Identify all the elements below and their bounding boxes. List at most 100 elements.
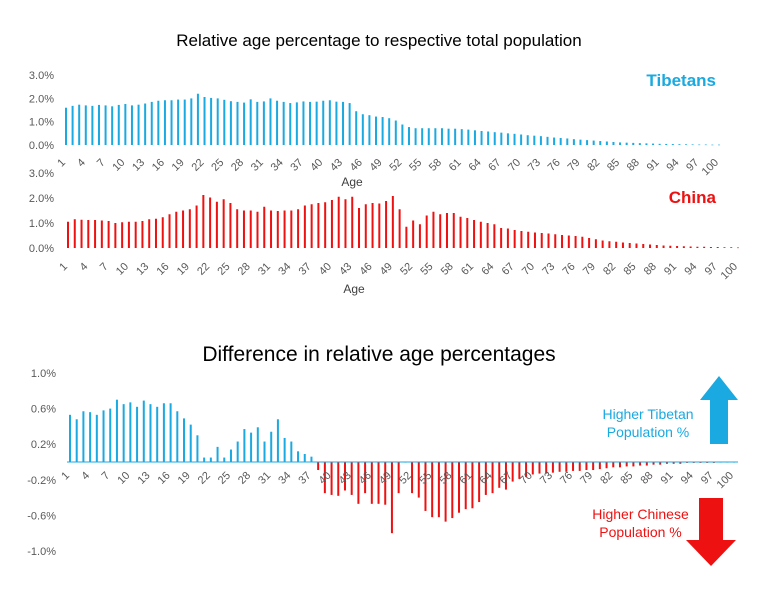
bar bbox=[566, 138, 569, 145]
x-tick-label: 10 bbox=[115, 470, 132, 487]
bar bbox=[478, 462, 481, 503]
bar bbox=[440, 128, 443, 145]
bar bbox=[357, 462, 360, 504]
bar bbox=[122, 404, 125, 462]
y-tick-label: 0.0% bbox=[29, 140, 54, 152]
bar bbox=[361, 114, 364, 145]
bar bbox=[533, 135, 536, 145]
bar bbox=[114, 223, 117, 248]
bar bbox=[189, 424, 192, 462]
bar bbox=[619, 142, 622, 145]
bar bbox=[322, 100, 325, 145]
bar bbox=[156, 406, 159, 462]
bar bbox=[437, 462, 440, 518]
bar bbox=[398, 209, 401, 248]
bar bbox=[711, 144, 714, 146]
bar bbox=[598, 462, 601, 470]
bar bbox=[615, 241, 618, 248]
bar bbox=[176, 411, 179, 462]
bar bbox=[117, 104, 120, 145]
x-tick-label: 7 bbox=[100, 470, 113, 483]
bar bbox=[625, 142, 628, 145]
bar bbox=[649, 244, 652, 248]
bar bbox=[129, 402, 132, 462]
x-tick-label: 82 bbox=[598, 470, 615, 487]
bar bbox=[256, 427, 259, 462]
bar bbox=[405, 226, 408, 248]
bar bbox=[124, 103, 127, 145]
bar bbox=[384, 462, 387, 505]
bar bbox=[297, 451, 300, 462]
bar bbox=[716, 247, 719, 248]
x-tick-label: 28 bbox=[236, 470, 253, 487]
bar bbox=[337, 462, 340, 496]
bar bbox=[310, 204, 313, 248]
bar bbox=[592, 140, 595, 145]
bar bbox=[290, 441, 293, 462]
bar bbox=[737, 247, 739, 249]
bar bbox=[513, 230, 516, 248]
bar bbox=[216, 98, 219, 145]
bar bbox=[137, 104, 140, 145]
bar bbox=[256, 211, 259, 248]
bar bbox=[479, 221, 482, 248]
bar bbox=[157, 100, 160, 145]
bar bbox=[270, 431, 273, 462]
bar bbox=[388, 118, 391, 145]
bar bbox=[203, 457, 206, 462]
bar bbox=[168, 214, 171, 248]
bar bbox=[249, 99, 252, 145]
bar bbox=[323, 462, 326, 494]
bar bbox=[355, 111, 358, 145]
bar bbox=[295, 102, 298, 145]
bar bbox=[520, 134, 523, 145]
bar bbox=[209, 197, 212, 248]
bar bbox=[371, 203, 374, 248]
bar bbox=[665, 462, 668, 464]
bar bbox=[297, 209, 300, 248]
bar bbox=[269, 98, 272, 145]
bar bbox=[348, 103, 351, 145]
bar bbox=[493, 224, 496, 248]
bar bbox=[434, 128, 437, 145]
higher-chinese-line2: Population % bbox=[599, 524, 682, 540]
bar bbox=[183, 418, 186, 462]
y-tick-label: 1.0% bbox=[29, 218, 54, 230]
bar bbox=[682, 246, 685, 248]
bar bbox=[97, 104, 100, 145]
china-chart: 0.0%1.0%2.0%3.0%1 4 7 10 13 16 19 22 25 28 31 34 37 4… bbox=[29, 168, 740, 296]
bar bbox=[565, 462, 568, 472]
x-tick-label: 100 bbox=[715, 470, 736, 491]
bar bbox=[303, 453, 306, 462]
bar bbox=[195, 205, 198, 248]
bar bbox=[368, 115, 371, 145]
bar bbox=[134, 221, 137, 248]
bar bbox=[290, 210, 293, 248]
bar bbox=[585, 462, 588, 471]
bar bbox=[407, 127, 410, 145]
bar bbox=[538, 462, 541, 474]
bar bbox=[161, 217, 164, 248]
bar bbox=[303, 205, 306, 248]
bar bbox=[109, 408, 112, 462]
bar bbox=[445, 213, 448, 248]
bar bbox=[665, 143, 668, 145]
y-tick-label: 1.0% bbox=[31, 368, 56, 380]
bar bbox=[141, 221, 144, 248]
bar bbox=[196, 93, 199, 145]
bar bbox=[364, 462, 367, 494]
bar bbox=[572, 139, 575, 145]
bar bbox=[639, 462, 642, 466]
bar bbox=[506, 228, 509, 248]
bar bbox=[632, 462, 635, 467]
x-tick-label: 85 bbox=[618, 470, 635, 487]
bar bbox=[431, 462, 434, 518]
bar bbox=[421, 128, 424, 145]
bar bbox=[87, 220, 90, 248]
bar bbox=[561, 235, 564, 248]
bar bbox=[531, 462, 534, 475]
bar bbox=[444, 462, 447, 522]
bar bbox=[115, 399, 118, 462]
y-tick-label: 2.0% bbox=[29, 93, 54, 105]
